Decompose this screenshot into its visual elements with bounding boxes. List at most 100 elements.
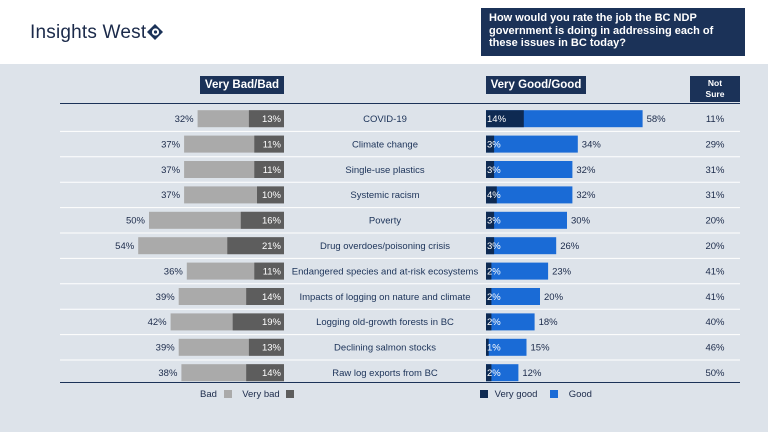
bar-very-good bbox=[486, 211, 495, 229]
label-very-good-good: 30% bbox=[571, 216, 591, 227]
category-label: Systemic racism bbox=[350, 190, 419, 201]
label-very-bad: 14% bbox=[262, 292, 282, 303]
label-very-bad: 21% bbox=[262, 241, 282, 252]
legend-very-good-swatch bbox=[480, 390, 488, 398]
label-very-bad: 10% bbox=[262, 190, 282, 201]
bar-very-bad bbox=[254, 161, 284, 178]
bar-very-bad bbox=[232, 313, 284, 331]
label-very-good-good: 18% bbox=[539, 317, 559, 328]
brand-logo-icon bbox=[147, 24, 163, 40]
bar-very-good-good bbox=[486, 186, 573, 204]
legend-very-good-label: Very good bbox=[494, 389, 538, 400]
label-very-good: 2% bbox=[487, 368, 501, 379]
label-not-sure: 31% bbox=[705, 165, 725, 176]
category-label: Endangered species and at-risk ecosystem… bbox=[292, 266, 479, 277]
label-very-bad-bad: 54% bbox=[115, 241, 135, 252]
label-very-bad-bad: 42% bbox=[148, 317, 168, 328]
bar-very-good-good bbox=[486, 313, 535, 331]
bar-very-bad bbox=[254, 135, 284, 153]
label-very-bad-bad: 37% bbox=[161, 190, 181, 201]
label-not-sure: 41% bbox=[705, 266, 725, 277]
bar-very-bad bbox=[227, 237, 284, 255]
label-very-good-good: 58% bbox=[647, 114, 667, 125]
label-very-bad: 14% bbox=[262, 368, 282, 379]
label-very-good: 3% bbox=[487, 139, 501, 150]
legend-very-bad-label: Very bad bbox=[242, 389, 280, 400]
label-not-sure: 20% bbox=[705, 241, 725, 252]
label-very-bad-bad: 50% bbox=[126, 216, 146, 227]
bar-very-good bbox=[486, 262, 492, 280]
label-very-bad: 13% bbox=[262, 114, 282, 125]
category-label: Single-use plastics bbox=[345, 165, 424, 176]
legend-bad-swatch bbox=[223, 390, 232, 398]
bar-very-good-good bbox=[486, 135, 578, 153]
label-very-good-good: 23% bbox=[552, 266, 572, 277]
label-very-good-good: 34% bbox=[582, 139, 602, 150]
bar-very-good bbox=[486, 161, 495, 178]
top-rule bbox=[60, 103, 740, 104]
label-very-good: 14% bbox=[487, 114, 507, 125]
label-not-sure: 50% bbox=[705, 368, 725, 379]
legend-very-bad-swatch bbox=[286, 390, 295, 398]
label-very-bad-bad: 32% bbox=[175, 114, 195, 125]
bar-very-bad bbox=[246, 364, 284, 382]
category-label: Impacts of logging on nature and climate bbox=[299, 292, 470, 303]
bar-very-good bbox=[486, 186, 497, 204]
category-label: COVID-19 bbox=[363, 114, 407, 125]
header-very-good-good: Very Good/Good bbox=[486, 76, 586, 94]
bar-very-good bbox=[486, 135, 495, 153]
bar-very-good bbox=[486, 338, 489, 356]
brand-name: Insights West bbox=[30, 22, 147, 43]
bar-very-good-good bbox=[486, 338, 527, 356]
survey-question: How would you rate the job the BC NDP go… bbox=[481, 8, 745, 56]
bar-very-bad bbox=[240, 211, 284, 229]
label-not-sure: 31% bbox=[705, 190, 725, 201]
label-very-good: 2% bbox=[487, 317, 501, 328]
bar-very-good-good bbox=[486, 262, 549, 280]
label-very-good: 4% bbox=[487, 190, 501, 201]
legend-right: Very good Good bbox=[480, 389, 592, 400]
header-not-sure: Not Sure bbox=[690, 76, 740, 102]
label-very-good: 3% bbox=[487, 241, 501, 252]
legend-bad-label: Bad bbox=[200, 389, 217, 400]
bar-very-good-good bbox=[486, 288, 540, 305]
bar-very-good bbox=[486, 237, 495, 255]
label-very-bad-bad: 37% bbox=[161, 139, 181, 150]
label-very-good-good: 20% bbox=[544, 292, 564, 303]
category-label: Climate change bbox=[352, 139, 418, 150]
bar-very-good bbox=[486, 110, 524, 128]
label-not-sure: 29% bbox=[705, 139, 725, 150]
legend-good-swatch bbox=[550, 390, 559, 398]
label-very-good: 1% bbox=[487, 343, 501, 354]
label-very-good: 3% bbox=[487, 216, 501, 227]
label-very-bad-bad: 39% bbox=[156, 343, 176, 354]
label-very-bad: 13% bbox=[262, 343, 282, 354]
label-not-sure: 20% bbox=[705, 216, 725, 227]
label-not-sure: 41% bbox=[705, 292, 725, 303]
bar-very-good-good bbox=[486, 211, 567, 229]
label-very-bad-bad: 37% bbox=[161, 165, 181, 176]
label-very-bad: 19% bbox=[262, 317, 282, 328]
bar-very-good-good bbox=[486, 161, 573, 178]
label-very-good-good: 26% bbox=[560, 241, 580, 252]
header-not-sure-text: Not Sure bbox=[705, 78, 725, 99]
category-label: Raw log exports from BC bbox=[332, 368, 438, 379]
label-very-bad: 11% bbox=[263, 165, 282, 176]
label-very-bad: 11% bbox=[263, 266, 282, 277]
bar-very-bad bbox=[248, 338, 284, 356]
legend-good-label: Good bbox=[568, 389, 592, 400]
category-label: Logging old-growth forests in BC bbox=[316, 317, 454, 328]
label-not-sure: 40% bbox=[705, 317, 725, 328]
bar-very-good-good bbox=[486, 364, 519, 382]
legend-left: Bad Very bad bbox=[200, 389, 302, 400]
bar-very-good-good bbox=[486, 237, 557, 255]
bar-very-good-good bbox=[486, 110, 643, 128]
label-very-bad-bad: 38% bbox=[158, 368, 178, 379]
category-label: Drug overdoes/poisoning crisis bbox=[320, 241, 450, 252]
category-label: Declining salmon stocks bbox=[334, 343, 436, 354]
label-very-good: 3% bbox=[487, 165, 501, 176]
label-very-good-good: 32% bbox=[576, 190, 596, 201]
label-very-bad-bad: 36% bbox=[164, 266, 184, 277]
category-label: Poverty bbox=[369, 216, 401, 227]
